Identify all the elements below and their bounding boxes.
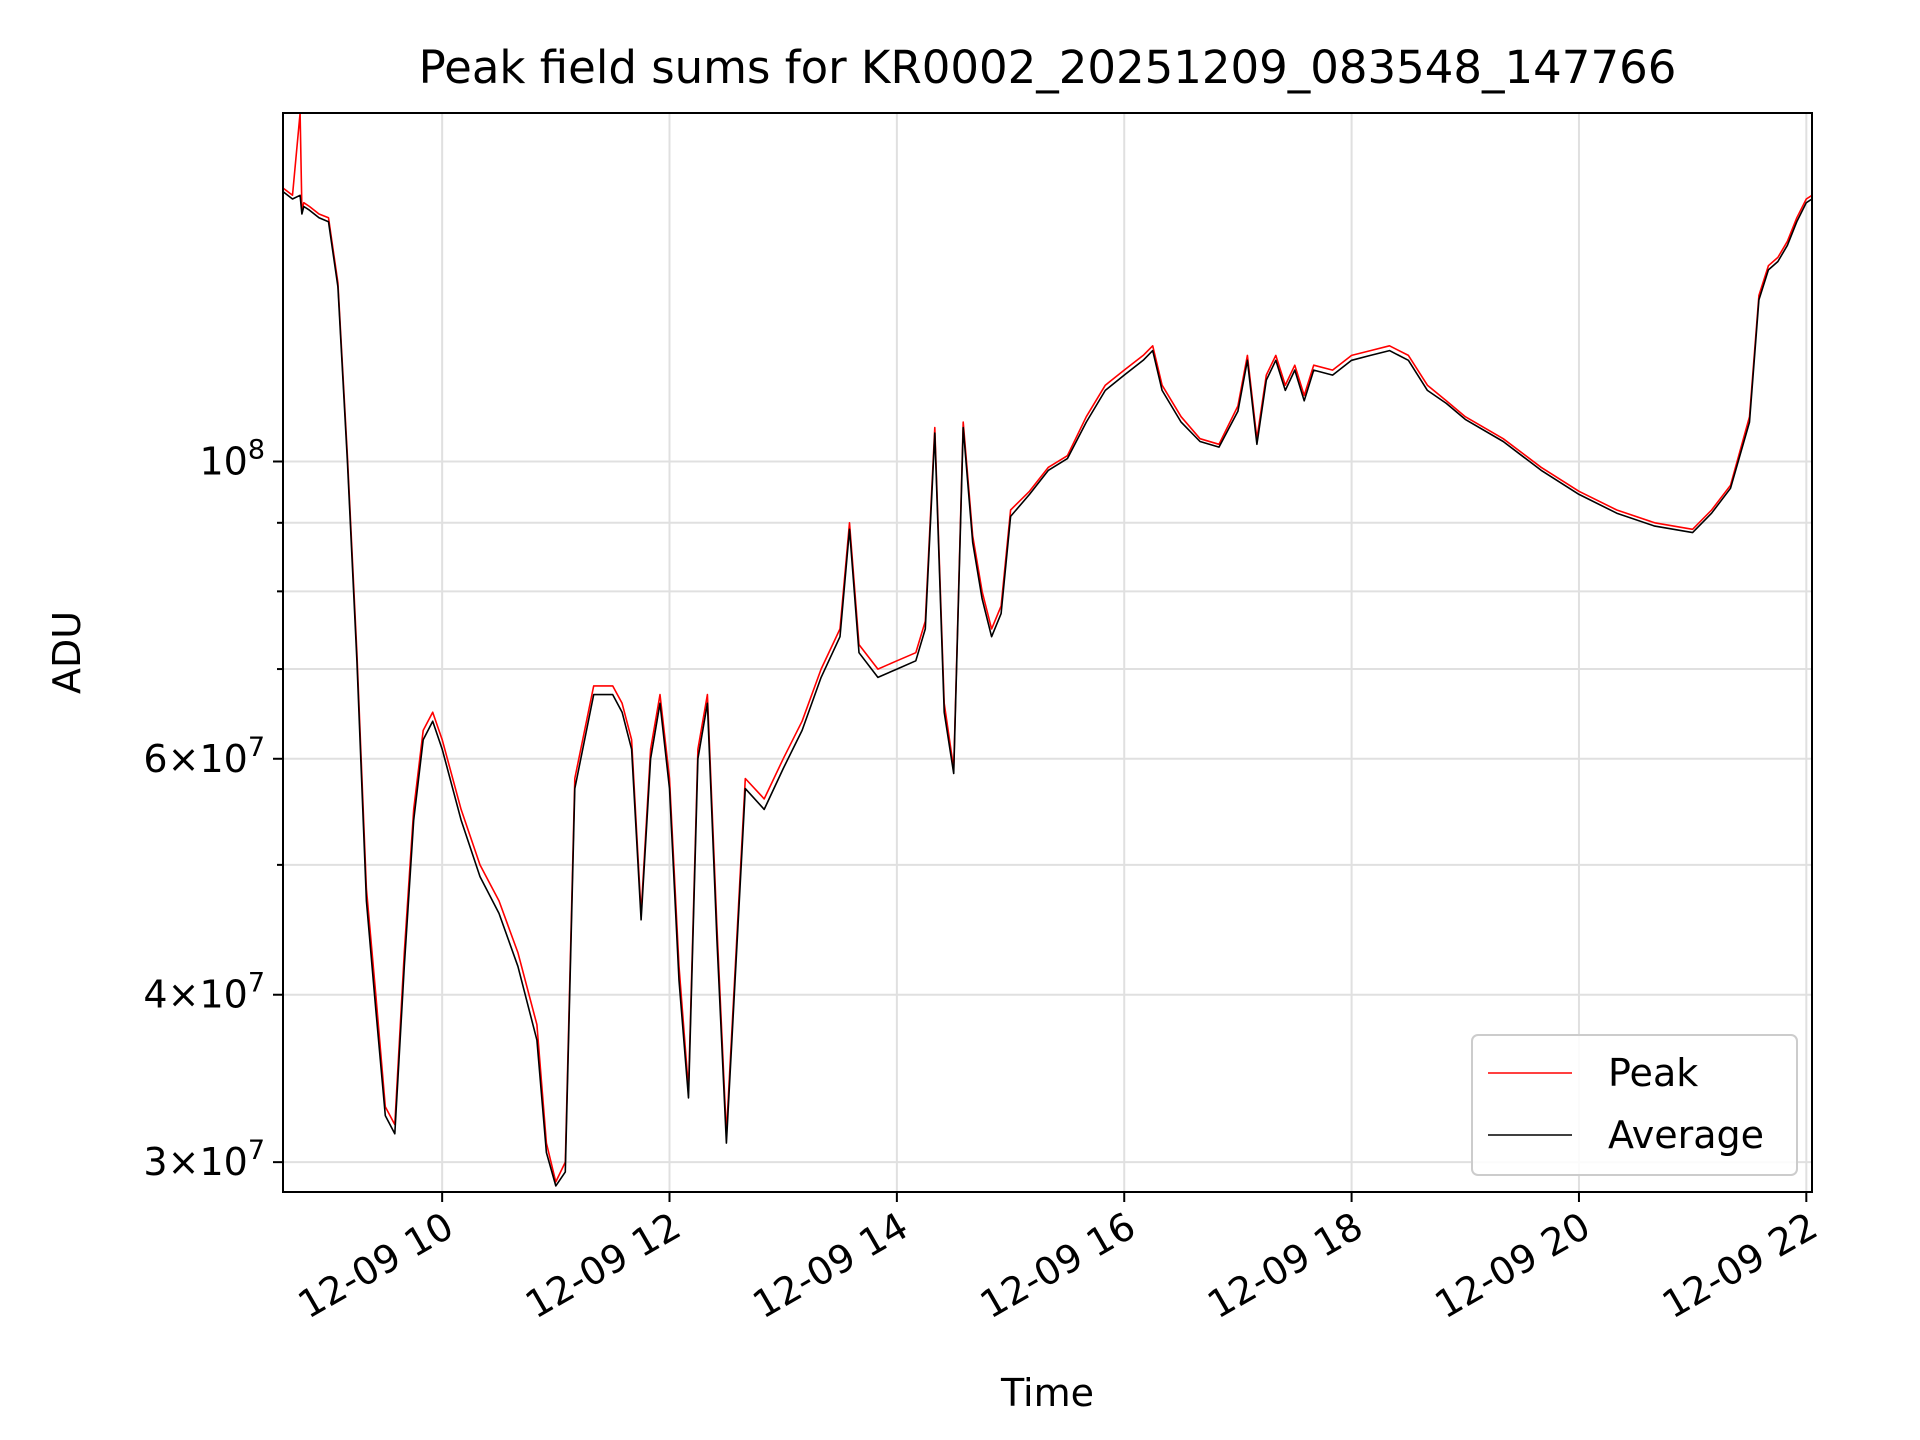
legend-label-peak: Peak <box>1608 1051 1698 1095</box>
y-tick-base: 10 <box>199 1140 247 1184</box>
y-tick-base: 10 <box>199 737 247 781</box>
y-tick-label: 108 <box>199 434 265 483</box>
y-tick-times: × <box>168 737 200 781</box>
y-tick-label: 6×107 <box>143 732 265 781</box>
chart-title: Peak field sums for KR0002_20251209_0835… <box>419 41 1677 94</box>
plot-frame <box>282 112 1813 1193</box>
x-axis-label: Time <box>1000 1371 1094 1415</box>
y-tick-base: 10 <box>199 973 247 1017</box>
y-tick-exponent: 7 <box>248 1135 265 1166</box>
y-tick-mantissa: 6 <box>143 737 167 781</box>
grid <box>283 113 1812 1192</box>
y-tick-exponent: 8 <box>248 434 265 465</box>
y-tick-label: 3×107 <box>143 1135 265 1184</box>
y-tick-exponent: 7 <box>248 968 265 999</box>
y-tick-times: × <box>168 973 200 1017</box>
y-tick-mantissa: 4 <box>143 973 167 1017</box>
plot-area <box>282 112 1813 1187</box>
legend-box <box>1471 1034 1798 1176</box>
y-tick-base: 10 <box>199 439 247 483</box>
y-tick-exponent: 7 <box>248 732 265 763</box>
y-tick-label: 4×107 <box>143 968 265 1017</box>
legend: Peak Average <box>1471 1034 1798 1176</box>
y-tick-times: × <box>168 1140 200 1184</box>
y-tick-mantissa: 3 <box>143 1140 167 1184</box>
legend-label-average: Average <box>1608 1113 1764 1157</box>
series-line-average <box>282 190 1813 1187</box>
y-axis-label: ADU <box>45 611 89 694</box>
